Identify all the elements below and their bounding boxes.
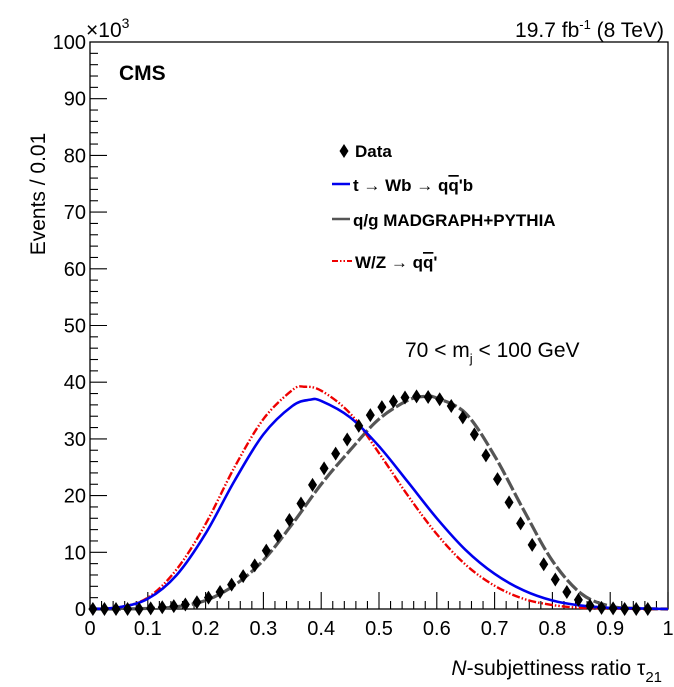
series-line-top bbox=[89, 397, 669, 611]
y-multiplier: ×103 bbox=[86, 15, 130, 42]
data-point bbox=[365, 408, 375, 423]
luminosity-label: 19.7 fb-1 (8 TeV) bbox=[515, 17, 664, 42]
x-tick-label: 0.5 bbox=[365, 618, 393, 640]
data-point bbox=[308, 477, 318, 492]
data-point bbox=[146, 601, 156, 616]
y-tick-label: 10 bbox=[64, 542, 86, 564]
y-tick-label: 100 bbox=[53, 32, 86, 54]
data-point bbox=[527, 537, 537, 552]
x-tick-label: 0.2 bbox=[192, 618, 220, 640]
y-tick-label: 30 bbox=[64, 429, 86, 451]
data-point bbox=[412, 389, 422, 404]
legend-label-qcd: q/g MADGRAPH+PYTHIA bbox=[353, 211, 556, 230]
x-tick-label: 0.6 bbox=[423, 618, 451, 640]
y-tick-label: 0 bbox=[75, 599, 86, 621]
data-point bbox=[562, 584, 572, 599]
data-point bbox=[215, 584, 225, 599]
legend: Data t → Wb → qq'b q/g MADGRAPH+PYTHIA W… bbox=[332, 142, 556, 272]
data-point bbox=[157, 600, 167, 615]
x-tick-label: 0.1 bbox=[134, 618, 162, 640]
data-point bbox=[550, 572, 560, 587]
x-tick-label: 0.9 bbox=[596, 618, 624, 640]
data-point bbox=[492, 472, 502, 487]
data-point bbox=[446, 399, 456, 414]
data-point bbox=[342, 432, 352, 447]
data-point bbox=[192, 595, 202, 610]
data-point bbox=[88, 602, 98, 616]
data-point bbox=[273, 528, 283, 543]
data-point bbox=[284, 512, 294, 527]
data-point bbox=[377, 400, 387, 415]
data-point bbox=[238, 569, 248, 584]
data-point bbox=[481, 448, 491, 463]
series-curves bbox=[89, 385, 669, 611]
data-point bbox=[123, 602, 133, 616]
data-point bbox=[354, 418, 364, 433]
series-line-wz bbox=[89, 385, 668, 611]
legend-label-top: t → Wb → qq'b bbox=[353, 176, 473, 195]
x-tick-label: 0.7 bbox=[481, 618, 509, 640]
data-point bbox=[435, 392, 445, 407]
x-tick-label: 0.8 bbox=[538, 618, 566, 640]
data-point bbox=[631, 602, 641, 616]
x-tick-label: 1 bbox=[662, 618, 673, 640]
data-point bbox=[99, 602, 109, 616]
y-tick-label: 70 bbox=[64, 202, 86, 224]
experiment-label: CMS bbox=[119, 62, 166, 85]
data-point bbox=[388, 394, 398, 409]
legend-entry-data: Data bbox=[339, 142, 392, 161]
legend-marker-data bbox=[339, 144, 349, 158]
legend-label-data: Data bbox=[355, 142, 392, 161]
data-point bbox=[469, 427, 479, 442]
y-tick-label: 60 bbox=[64, 259, 86, 281]
data-point bbox=[516, 516, 526, 531]
series-line-qcd bbox=[89, 394, 669, 611]
data-point bbox=[573, 592, 583, 607]
data-point bbox=[180, 597, 190, 612]
data-point bbox=[227, 577, 237, 592]
legend-entry-top: t → Wb → qq'b bbox=[332, 176, 473, 195]
data-point bbox=[585, 598, 595, 613]
data-point bbox=[331, 446, 341, 461]
data-point bbox=[458, 410, 468, 425]
data-markers bbox=[88, 389, 653, 616]
data-point bbox=[504, 495, 514, 510]
y-tick-label: 80 bbox=[64, 145, 86, 167]
data-point bbox=[539, 557, 549, 572]
data-point bbox=[169, 599, 179, 614]
data-point bbox=[203, 590, 213, 605]
tick-labels: 0 0.1 0.2 0.3 0.4 0.5 0.6 0.7 0.8 0.9 101020304050… bbox=[53, 32, 674, 640]
data-point bbox=[261, 543, 271, 558]
data-point bbox=[296, 496, 306, 511]
y-tick-label: 90 bbox=[64, 89, 86, 111]
data-point bbox=[134, 602, 144, 616]
data-point bbox=[597, 600, 607, 615]
data-point bbox=[111, 602, 121, 616]
x-tick-label: 0 bbox=[84, 618, 95, 640]
data-point bbox=[319, 461, 329, 476]
data-point bbox=[423, 389, 433, 404]
plot-frame bbox=[89, 41, 669, 610]
legend-label-wz: W/Z → qq' bbox=[355, 253, 437, 272]
legend-entry-wz: W/Z → qq' bbox=[332, 253, 437, 272]
data-point bbox=[608, 601, 618, 616]
x-axis-title: N-subjettiness ratio τ21 bbox=[451, 657, 662, 686]
x-tick-label: 0.3 bbox=[249, 618, 277, 640]
data-point bbox=[620, 602, 630, 616]
y-tick-label: 50 bbox=[64, 316, 86, 338]
y-tick-label: 20 bbox=[64, 486, 86, 508]
data-point bbox=[400, 390, 410, 405]
y-axis-title: Events / 0.01 bbox=[27, 133, 50, 256]
axis-ticks bbox=[89, 41, 669, 610]
data-point bbox=[250, 558, 260, 573]
x-tick-label: 0.4 bbox=[307, 618, 335, 640]
y-tick-label: 40 bbox=[64, 372, 86, 394]
data-point bbox=[643, 602, 653, 616]
legend-entry-qcd: q/g MADGRAPH+PYTHIA bbox=[332, 211, 556, 230]
region-label: 70 < mj < 100 GeV bbox=[405, 339, 580, 366]
